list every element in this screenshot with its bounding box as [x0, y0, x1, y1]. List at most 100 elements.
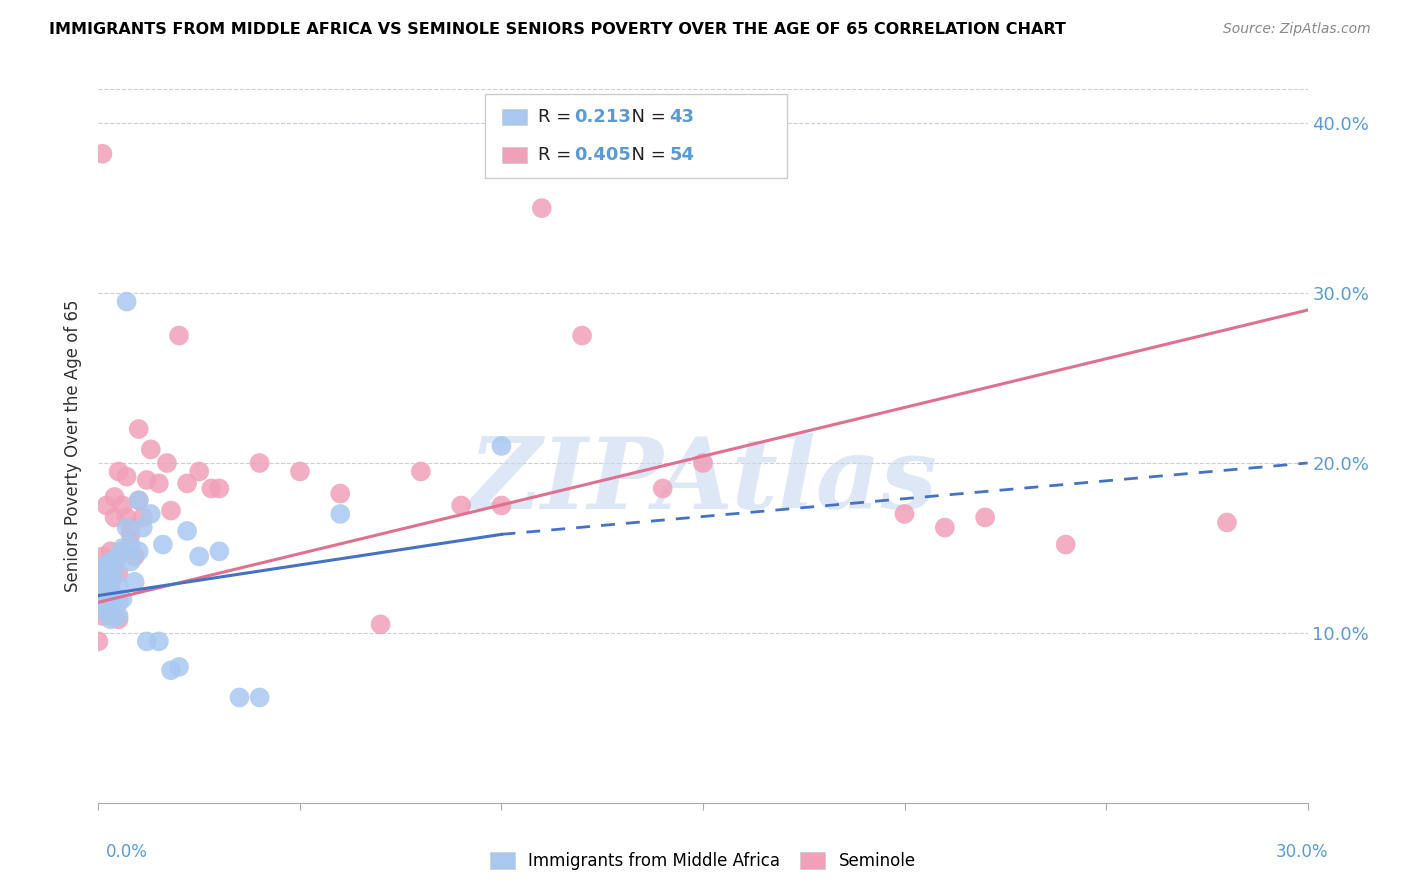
Point [96, 591, 118, 606]
Text: N =: N = [620, 145, 672, 163]
Text: 0.213: 0.213 [574, 109, 630, 127]
Point [115, 469, 138, 483]
Point [91, 600, 114, 615]
Point [208, 482, 231, 496]
Point [100, 612, 122, 626]
Point [111, 591, 134, 606]
Point [132, 510, 155, 524]
Point [128, 493, 150, 508]
Point [103, 490, 125, 504]
Point [87, 583, 110, 598]
Point [176, 524, 198, 538]
Point [1216, 516, 1239, 530]
Point [188, 549, 211, 564]
Legend: Immigrants from Middle Africa, Seminole: Immigrants from Middle Africa, Seminole [484, 845, 922, 877]
Point [692, 456, 714, 470]
Point [167, 328, 190, 343]
Point [96, 606, 118, 620]
Point [115, 294, 138, 309]
Point [91, 549, 114, 564]
Y-axis label: Seniors Poverty Over the Age of 65: Seniors Poverty Over the Age of 65 [65, 300, 83, 592]
Point [370, 617, 392, 632]
Point [148, 634, 170, 648]
Point [491, 439, 513, 453]
Point [87, 634, 110, 648]
Text: ZIPAtlas: ZIPAtlas [468, 434, 938, 530]
Point [329, 486, 352, 500]
Point [96, 558, 118, 572]
Point [100, 583, 122, 598]
Point [107, 566, 129, 581]
Point [200, 482, 222, 496]
Point [651, 482, 673, 496]
Point [156, 456, 179, 470]
Point [115, 520, 138, 534]
Point [167, 660, 190, 674]
Point [128, 493, 150, 508]
Point [107, 612, 129, 626]
Point [107, 608, 129, 623]
Point [160, 663, 183, 677]
Point [288, 465, 311, 479]
Point [103, 561, 125, 575]
Text: 0.405: 0.405 [574, 145, 630, 163]
Point [135, 634, 157, 648]
Point [100, 578, 122, 592]
Point [120, 555, 142, 569]
Point [96, 499, 118, 513]
Point [91, 600, 114, 615]
Point [103, 555, 125, 569]
Point [934, 520, 956, 534]
Point [91, 608, 114, 623]
Point [329, 507, 352, 521]
Point [107, 595, 129, 609]
Point [91, 574, 114, 589]
Text: 0.0%: 0.0% [105, 843, 148, 861]
Point [100, 608, 122, 623]
Point [249, 456, 271, 470]
Text: IMMIGRANTS FROM MIDDLE AFRICA VS SEMINOLE SENIORS POVERTY OVER THE AGE OF 65 COR: IMMIGRANTS FROM MIDDLE AFRICA VS SEMINOL… [49, 22, 1066, 37]
Point [91, 591, 114, 606]
Point [974, 510, 997, 524]
Text: R =: R = [538, 109, 578, 127]
Text: 30.0%: 30.0% [1277, 843, 1329, 861]
Point [120, 537, 142, 551]
Point [91, 566, 114, 581]
Point [120, 520, 142, 534]
Point [120, 527, 142, 541]
Point [115, 510, 138, 524]
Text: R =: R = [538, 145, 578, 163]
Point [208, 544, 231, 558]
Point [530, 201, 553, 215]
Point [111, 499, 134, 513]
Point [124, 549, 146, 564]
Point [491, 499, 513, 513]
Point [91, 146, 114, 161]
Text: 54: 54 [669, 145, 695, 163]
Point [152, 537, 174, 551]
Point [100, 555, 122, 569]
Point [103, 589, 125, 603]
Point [249, 690, 271, 705]
Point [96, 595, 118, 609]
Point [135, 473, 157, 487]
Text: Source: ZipAtlas.com: Source: ZipAtlas.com [1223, 22, 1371, 37]
Point [571, 328, 593, 343]
Point [103, 510, 125, 524]
Point [87, 578, 110, 592]
Point [128, 422, 150, 436]
Point [100, 572, 122, 586]
Point [409, 465, 432, 479]
Text: 43: 43 [669, 109, 695, 127]
Point [107, 465, 129, 479]
Point [148, 476, 170, 491]
Point [96, 578, 118, 592]
Point [103, 600, 125, 615]
Point [128, 544, 150, 558]
Point [107, 549, 129, 564]
Point [100, 544, 122, 558]
Point [450, 499, 472, 513]
Point [124, 574, 146, 589]
Point [228, 690, 250, 705]
Text: N =: N = [620, 109, 672, 127]
